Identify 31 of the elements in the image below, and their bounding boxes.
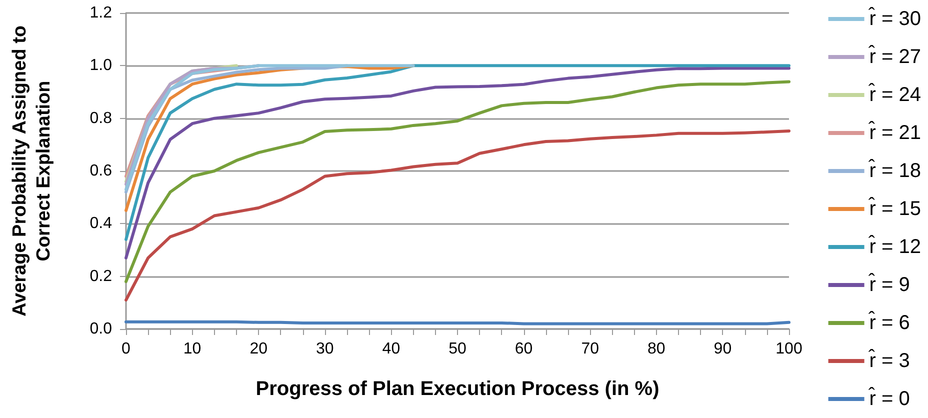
legend-label: r̂ = 24 <box>868 82 922 106</box>
x-tick-label: 70 <box>581 340 600 358</box>
x-tick-label: 20 <box>250 340 268 358</box>
legend-label: r̂ = 30 <box>868 6 922 30</box>
x-tick-label: 10 <box>183 340 202 358</box>
legend-label: r̂ = 21 <box>868 120 922 144</box>
legend-label: r̂ = 15 <box>868 196 922 220</box>
x-tick-label: 30 <box>316 340 334 358</box>
x-tick-label: 60 <box>514 340 533 358</box>
y-tick-label: 0.6 <box>90 162 112 180</box>
legend-label: r̂ = 0 <box>868 386 910 410</box>
legend-label: r̂ = 6 <box>868 310 910 334</box>
x-tick-label: 100 <box>776 340 802 358</box>
legend-label: r̂ = 3 <box>868 348 910 372</box>
legend-label: r̂ = 12 <box>868 234 922 258</box>
x-tick-label: 0 <box>122 340 131 358</box>
y-tick-label: 0.8 <box>90 110 112 127</box>
y-tick-label: 0.2 <box>90 268 112 285</box>
y-tick-label: 1.0 <box>90 57 112 74</box>
y-tick-label: 0.4 <box>90 215 112 232</box>
y-tick-label: 1.2 <box>90 4 112 22</box>
legend-label: r̂ = 27 <box>868 44 922 68</box>
x-tick-label: 40 <box>382 340 400 358</box>
x-tick-label: 80 <box>648 340 666 358</box>
legend-label: r̂ = 9 <box>868 272 910 296</box>
x-axis-title: Progress of Plan Execution Process (in %) <box>256 378 660 400</box>
x-tick-label: 90 <box>714 340 732 358</box>
x-tick-label: 50 <box>448 340 466 358</box>
y-tick-label: 0.0 <box>90 320 112 338</box>
legend-label: r̂ = 18 <box>868 158 922 182</box>
y-axis-title: Average Probability Assigned to Correct Explanation <box>10 25 54 317</box>
